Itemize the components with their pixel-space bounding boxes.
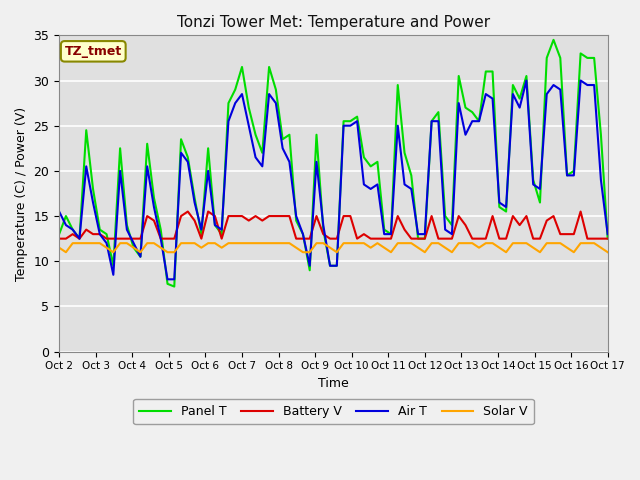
Legend: Panel T, Battery V, Air T, Solar V: Panel T, Battery V, Air T, Solar V	[133, 399, 534, 424]
Panel T	[604, 236, 612, 241]
Title: Tonzi Tower Met: Temperature and Power: Tonzi Tower Met: Temperature and Power	[177, 15, 490, 30]
Panel T	[319, 227, 327, 232]
Air T	[489, 96, 497, 101]
Panel T	[218, 231, 225, 237]
Air T	[164, 276, 172, 282]
Line: Battery V: Battery V	[59, 212, 608, 239]
Battery V	[218, 236, 225, 241]
Line: Air T: Air T	[59, 81, 608, 279]
Air T	[191, 200, 198, 205]
Solar V	[218, 245, 225, 251]
Air T	[523, 78, 531, 84]
Air T	[502, 204, 510, 210]
Battery V	[211, 213, 219, 219]
Line: Panel T: Panel T	[59, 40, 608, 287]
Solar V	[604, 249, 612, 255]
Solar V	[495, 245, 503, 251]
Panel T	[191, 195, 198, 201]
Battery V	[604, 236, 612, 241]
Panel T	[489, 69, 497, 74]
Solar V	[326, 245, 334, 251]
Solar V	[198, 245, 205, 251]
Text: TZ_tmet: TZ_tmet	[65, 45, 122, 58]
Air T	[604, 231, 612, 237]
Solar V	[69, 240, 77, 246]
Solar V	[62, 249, 70, 255]
Air T	[218, 227, 225, 232]
X-axis label: Time: Time	[318, 377, 349, 390]
Panel T	[170, 284, 178, 289]
Battery V	[191, 218, 198, 224]
Battery V	[319, 231, 327, 237]
Panel T	[502, 209, 510, 215]
Air T	[55, 209, 63, 215]
Panel T	[55, 231, 63, 237]
Panel T	[550, 37, 557, 43]
Battery V	[489, 213, 497, 219]
Line: Solar V: Solar V	[59, 243, 608, 252]
Solar V	[509, 240, 516, 246]
Y-axis label: Temperature (C) / Power (V): Temperature (C) / Power (V)	[15, 107, 28, 280]
Battery V	[184, 209, 191, 215]
Solar V	[55, 245, 63, 251]
Solar V	[225, 240, 232, 246]
Panel T	[211, 222, 219, 228]
Air T	[319, 222, 327, 228]
Battery V	[55, 236, 63, 241]
Air T	[211, 222, 219, 228]
Battery V	[502, 236, 510, 241]
